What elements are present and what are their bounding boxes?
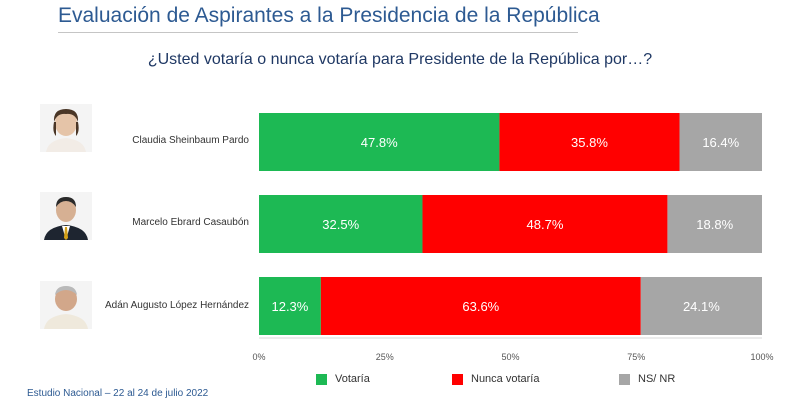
data-label-votaria: 12.3% — [271, 299, 308, 314]
bar-ns-nr — [679, 113, 762, 171]
data-label-ns-nr: 18.8% — [696, 217, 733, 232]
x-tick-label: 0% — [252, 352, 265, 362]
data-label-ns-nr: 16.4% — [702, 135, 739, 150]
data-label-ns-nr: 24.1% — [683, 299, 720, 314]
legend-item-nunca-votaria: Nunca votaría — [452, 373, 539, 385]
legend-swatch — [316, 373, 327, 385]
candidate-name: Marcelo Ebrard Casaubón — [132, 217, 249, 228]
title-divider — [58, 32, 578, 33]
chart-subtitle: ¿Usted votaría o nunca votaría para Pres… — [147, 51, 653, 68]
legend-item-ns-nr: NS/ NR — [619, 373, 675, 385]
candidate-name: Claudia Sheinbaum Pardo — [132, 135, 249, 146]
candidate-photo-icon — [40, 281, 92, 329]
legend-swatch — [619, 373, 630, 385]
bar-votaria — [259, 277, 321, 335]
bar-ns-nr — [667, 195, 762, 253]
data-label-votaria: 32.5% — [322, 217, 359, 232]
source-footnote: Estudio Nacional – 22 al 24 de julio 202… — [27, 388, 209, 399]
bar-votaria — [259, 113, 500, 171]
legend-label: Nunca votaría — [471, 373, 540, 385]
data-label-nunca-votaria: 48.7% — [527, 217, 564, 232]
legend-label: Votaría — [335, 373, 370, 385]
bar-ns-nr — [640, 277, 762, 335]
candidate-photo-icon — [40, 104, 92, 152]
x-tick-label: 25% — [376, 352, 394, 362]
legend-item-votaria: Votaría — [316, 373, 370, 385]
candidate-photo-icon — [40, 192, 92, 240]
data-label-votaria: 47.8% — [361, 135, 398, 150]
x-tick-label: 100% — [750, 352, 773, 362]
legend-label: NS/ NR — [638, 373, 676, 385]
bar-nunca-votaria — [320, 277, 641, 335]
x-tick-label: 50% — [501, 352, 519, 362]
data-label-nunca-votaria: 35.8% — [571, 135, 608, 150]
page-title: Evaluación de Aspirantes a la Presidenci… — [58, 4, 600, 27]
candidate-name: Adán Augusto López Hernández — [105, 300, 249, 311]
bar-votaria — [259, 195, 423, 253]
data-label-nunca-votaria: 63.6% — [462, 299, 499, 314]
legend-swatch — [452, 373, 463, 385]
bar-nunca-votaria — [422, 195, 668, 253]
x-tick-label: 75% — [627, 352, 645, 362]
bar-nunca-votaria — [499, 113, 680, 171]
